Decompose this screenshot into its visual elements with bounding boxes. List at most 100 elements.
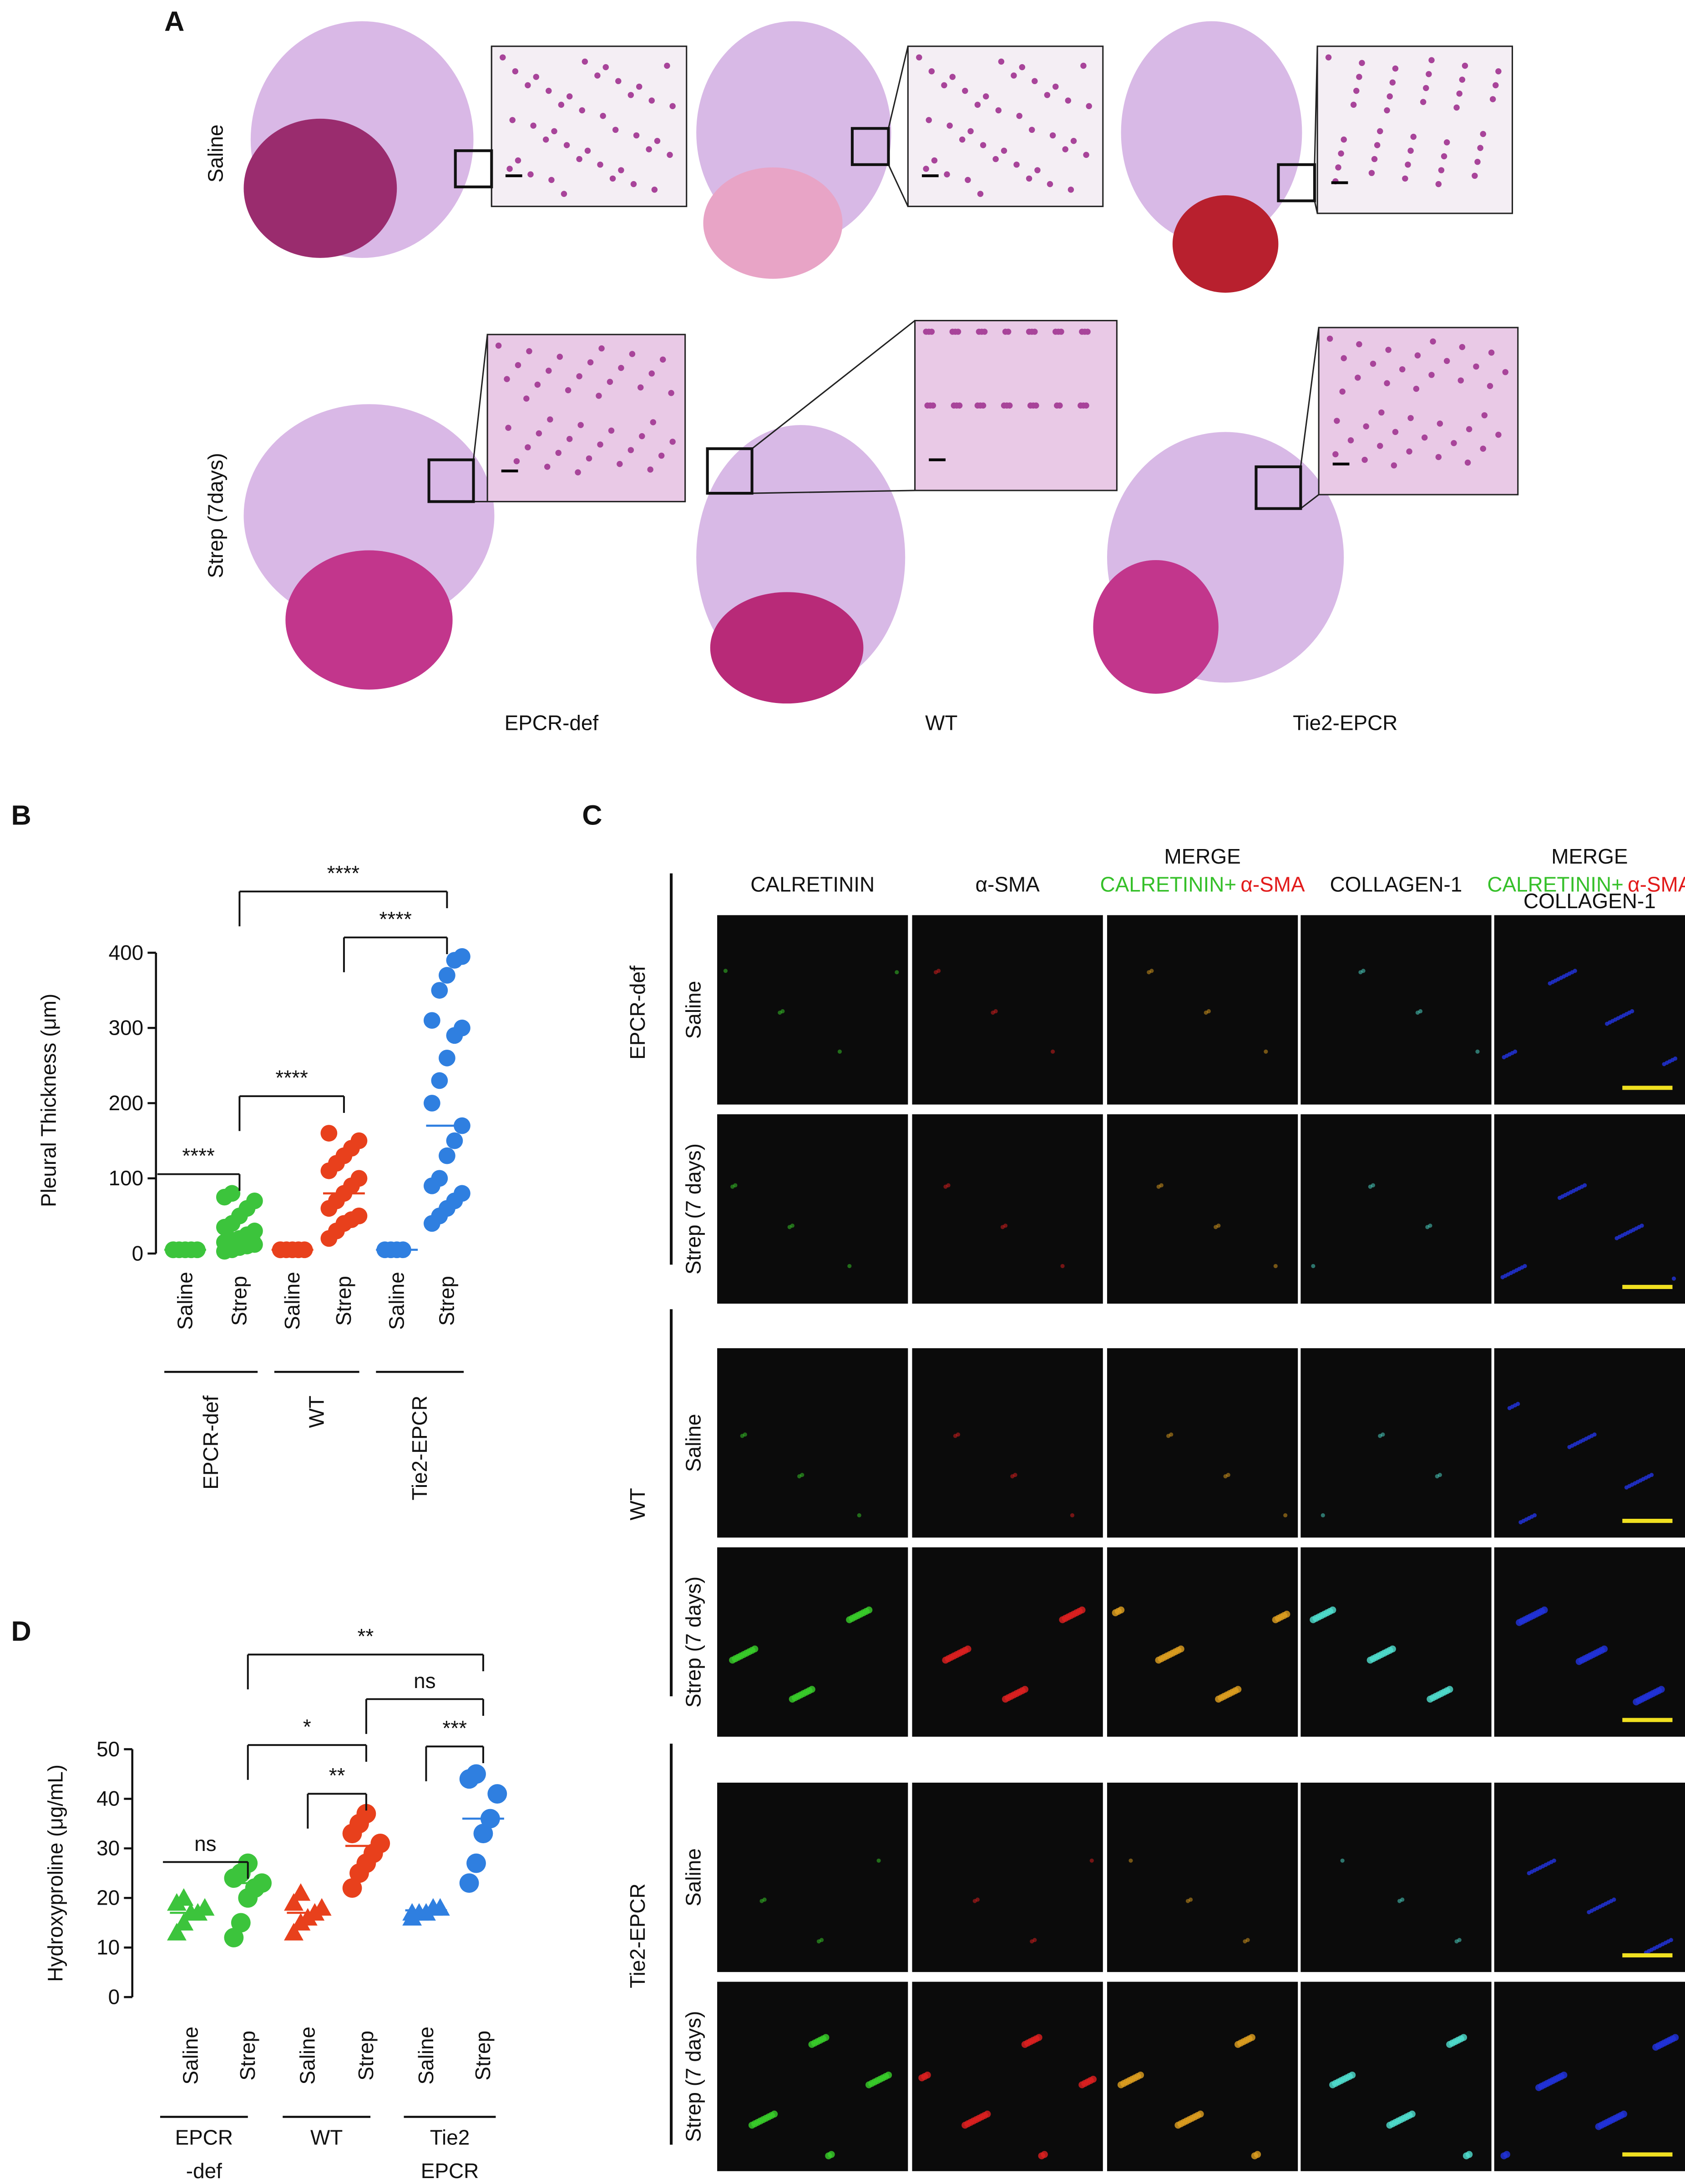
- significance-label: ns: [414, 1669, 435, 1693]
- cell: [669, 439, 676, 445]
- signal: [1386, 2122, 1393, 2129]
- signal: [778, 1010, 782, 1015]
- cell: [551, 128, 557, 135]
- significance-label: ****: [379, 907, 412, 931]
- cell: [1062, 146, 1068, 152]
- cell: [525, 444, 531, 450]
- data-point: [350, 1132, 368, 1149]
- signal: [808, 2041, 815, 2048]
- significance-label: **: [329, 1764, 345, 1787]
- data-point: [246, 1192, 263, 1209]
- cell: [1451, 440, 1457, 446]
- y-tick-label: 100: [109, 1166, 144, 1190]
- cell: [509, 117, 516, 123]
- cell: [1338, 150, 1344, 157]
- data-point: [312, 1898, 332, 1916]
- micrograph: [1494, 915, 1685, 1105]
- cell: [530, 122, 536, 129]
- cell: [1402, 175, 1408, 182]
- signal: [1548, 981, 1552, 986]
- signal: [1366, 1656, 1374, 1664]
- signal: [730, 1184, 735, 1189]
- signal: [1166, 1434, 1171, 1438]
- significance-label: ****: [275, 1066, 308, 1090]
- inset-connector: [752, 490, 915, 494]
- inset-image: [1316, 46, 1513, 214]
- signal: [1321, 1513, 1325, 1517]
- signal: [729, 1656, 736, 1664]
- cell: [548, 177, 555, 183]
- cell: [618, 167, 624, 173]
- micrograph: [1107, 1782, 1298, 1972]
- y-tick-label: 200: [109, 1091, 144, 1115]
- cell: [1368, 170, 1375, 176]
- y-tick-label: 0: [132, 1241, 144, 1265]
- heart-section: [1093, 560, 1219, 694]
- cell: [1355, 374, 1361, 381]
- signal: [953, 1434, 957, 1438]
- cell: [612, 126, 619, 133]
- cell: [1032, 78, 1038, 84]
- cell: [597, 162, 603, 168]
- cell: [980, 402, 987, 409]
- cell: [1370, 360, 1376, 367]
- zoom-box: [427, 458, 475, 503]
- cell: [1457, 377, 1464, 384]
- data-point: [402, 1903, 422, 1921]
- signal: [1251, 2152, 1259, 2159]
- signal: [1000, 1225, 1005, 1229]
- panel-letter: D: [11, 1616, 31, 1647]
- micrograph: [1494, 1547, 1685, 1737]
- row-label: Strep (7 days): [681, 1577, 705, 1708]
- cell: [1363, 423, 1369, 430]
- signal: [1575, 1658, 1583, 1665]
- cell: [495, 342, 502, 349]
- inset-image: [907, 46, 1104, 207]
- column-subtitle-part: CALRETININ+: [1487, 872, 1624, 896]
- signal: [1415, 1010, 1420, 1015]
- signal: [1311, 1264, 1316, 1269]
- cell: [1502, 369, 1508, 375]
- y-tick-label: 0: [108, 1985, 120, 2009]
- cell: [627, 92, 634, 98]
- cell: [1407, 415, 1414, 421]
- cell: [563, 142, 570, 148]
- signal: [748, 2122, 756, 2129]
- micrograph: [1494, 1348, 1685, 1538]
- significance-label: ns: [194, 1832, 216, 1855]
- cell: [1428, 372, 1435, 378]
- cell: [1371, 156, 1378, 162]
- cell: [1392, 429, 1399, 435]
- column-title: MERGE: [1551, 844, 1628, 868]
- cell: [558, 101, 565, 108]
- data-point: [446, 1132, 463, 1149]
- zoom-box: [454, 149, 493, 188]
- column-label: WT: [925, 711, 957, 734]
- micrograph: [717, 1547, 908, 1737]
- cell: [533, 74, 539, 80]
- cell: [505, 425, 511, 431]
- signal: [1475, 1049, 1480, 1054]
- signal: [1264, 1049, 1268, 1054]
- group-label: Tie2-EPCR: [408, 1395, 431, 1500]
- signal: [1204, 1010, 1208, 1015]
- cell: [923, 166, 929, 172]
- cell: [1462, 62, 1468, 69]
- cell: [977, 191, 984, 197]
- cell: [981, 329, 988, 335]
- group-label: EPCR-def: [626, 966, 649, 1060]
- y-tick-label: 40: [96, 1787, 120, 1810]
- micrograph: [1300, 1348, 1492, 1538]
- cell: [1028, 126, 1035, 133]
- cell: [1391, 462, 1397, 469]
- micrograph: [717, 1114, 908, 1304]
- signal: [1605, 1021, 1609, 1026]
- cell: [1341, 355, 1347, 361]
- cell: [1487, 383, 1493, 389]
- cell: [1049, 132, 1056, 139]
- x-tick-label: Strep: [471, 2031, 495, 2081]
- cell: [1011, 72, 1017, 79]
- row-label: Strep (7 days): [681, 1143, 705, 1274]
- micrograph: [717, 1982, 908, 2171]
- inset-image: [491, 46, 688, 207]
